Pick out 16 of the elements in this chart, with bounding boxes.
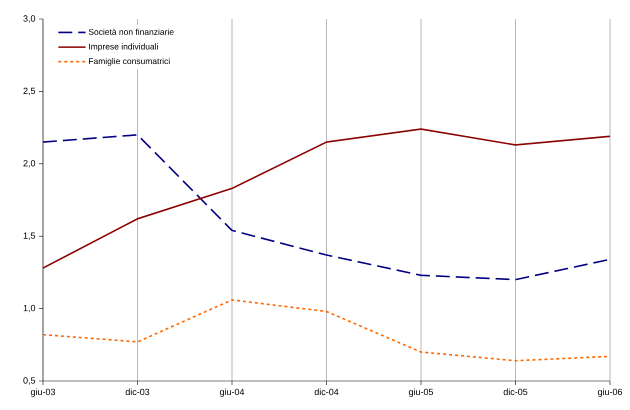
- x-tick-label: dic-03: [126, 388, 150, 396]
- x-tick-label: giu-04: [220, 388, 244, 397]
- y-tick-label: 0,5: [23, 377, 36, 385]
- y-tick-label: 1,0: [24, 304, 36, 312]
- x-tick-label: dic-05: [504, 388, 528, 396]
- x-tick-label: giu-03: [30, 388, 56, 397]
- legend-label: Società non finanziarie: [88, 28, 174, 35]
- y-tick-label: 2,0: [23, 160, 36, 168]
- y-tick-label: 1,5: [24, 232, 36, 240]
- x-tick-label: dic-04: [314, 388, 338, 396]
- legend-label: Famiglie consumatrici: [89, 58, 170, 66]
- legend-label: Imprese individuali: [89, 43, 158, 52]
- x-tick-label: giu-05: [408, 388, 434, 397]
- x-tick-label: giu-06: [598, 388, 622, 397]
- y-tick-label: 3,0: [23, 15, 36, 23]
- y-tick-label: 2,5: [23, 88, 36, 96]
